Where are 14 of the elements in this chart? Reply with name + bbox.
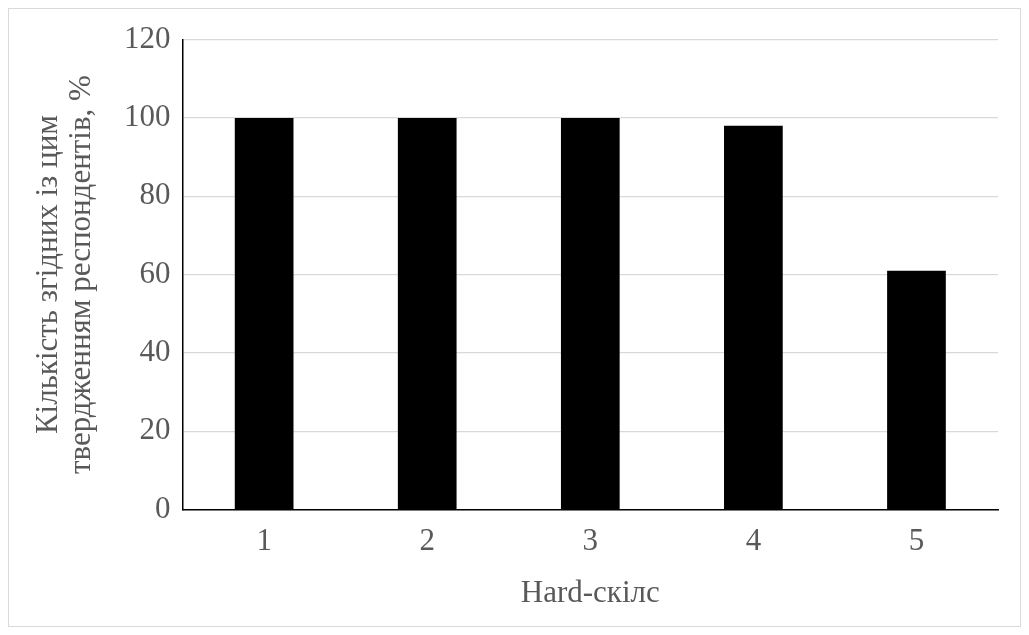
- x-tick-label: 3: [582, 522, 599, 558]
- x-tick-label: 2: [419, 522, 435, 558]
- x-axis-title: Hard-скілс: [520, 573, 660, 609]
- y-tick-label: 20: [139, 411, 171, 447]
- x-tick-label: 4: [745, 522, 762, 558]
- x-tick-label: 5: [908, 522, 925, 558]
- y-tick-label: 0: [155, 489, 171, 525]
- y-tick-label: 60: [139, 254, 171, 290]
- y-axis-title: Кількість згідних із цим твердженням респондентів, %: [29, 75, 97, 475]
- y-tick-label: 80: [139, 176, 171, 212]
- y-tick-label: 120: [124, 19, 171, 55]
- y-tick-label: 40: [139, 333, 171, 369]
- x-tick-label: 1: [256, 522, 272, 558]
- y-tick-label: 100: [124, 98, 171, 134]
